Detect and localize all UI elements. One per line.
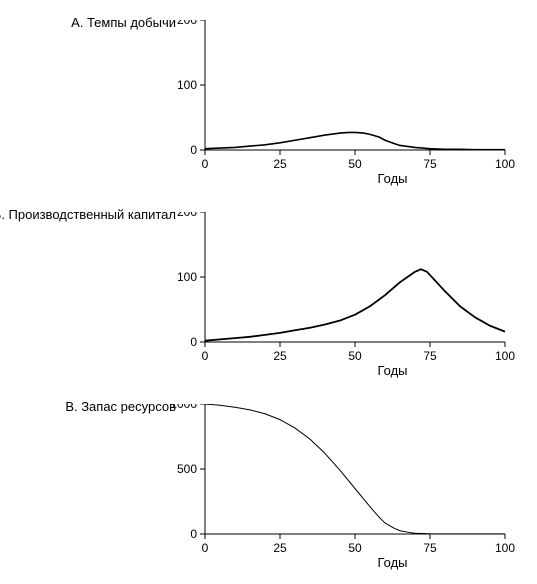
svg-text:0: 0 <box>190 143 197 157</box>
svg-text:0: 0 <box>202 541 209 555</box>
series-line-C <box>205 404 505 534</box>
svg-text:100: 100 <box>495 541 515 555</box>
svg-text:0: 0 <box>202 349 209 363</box>
svg-text:0: 0 <box>190 527 197 541</box>
svg-text:50: 50 <box>348 541 362 555</box>
svg-text:50: 50 <box>348 157 362 171</box>
svg-text:25: 25 <box>273 349 287 363</box>
svg-text:0: 0 <box>190 335 197 349</box>
svg-text:75: 75 <box>423 541 437 555</box>
svg-text:1000: 1000 <box>170 404 197 411</box>
svg-text:500: 500 <box>177 462 197 476</box>
svg-text:50: 50 <box>348 349 362 363</box>
svg-text:100: 100 <box>177 270 197 284</box>
svg-text:75: 75 <box>423 157 437 171</box>
chart-A: 0 25 50 75 100 0 100 200 Годы <box>0 20 537 200</box>
svg-text:Годы: Годы <box>377 555 407 570</box>
figure-page: А. Темпы добычи02550751000100200ГодыБ. П… <box>0 0 537 579</box>
svg-text:200: 200 <box>177 20 197 27</box>
svg-text:200: 200 <box>177 212 197 219</box>
chart-B: 0 25 50 75 100 0 100 200 Годы <box>0 212 537 392</box>
series-line-B <box>205 269 505 341</box>
svg-text:Годы: Годы <box>377 171 407 186</box>
svg-text:Годы: Годы <box>377 363 407 378</box>
svg-text:0: 0 <box>202 157 209 171</box>
svg-text:75: 75 <box>423 349 437 363</box>
svg-text:25: 25 <box>273 157 287 171</box>
chart-C: 025507510005001000Годы <box>0 404 537 584</box>
svg-text:100: 100 <box>495 157 515 171</box>
svg-text:100: 100 <box>177 78 197 92</box>
series-line-A <box>205 132 505 149</box>
svg-text:25: 25 <box>273 541 287 555</box>
svg-text:100: 100 <box>495 349 515 363</box>
